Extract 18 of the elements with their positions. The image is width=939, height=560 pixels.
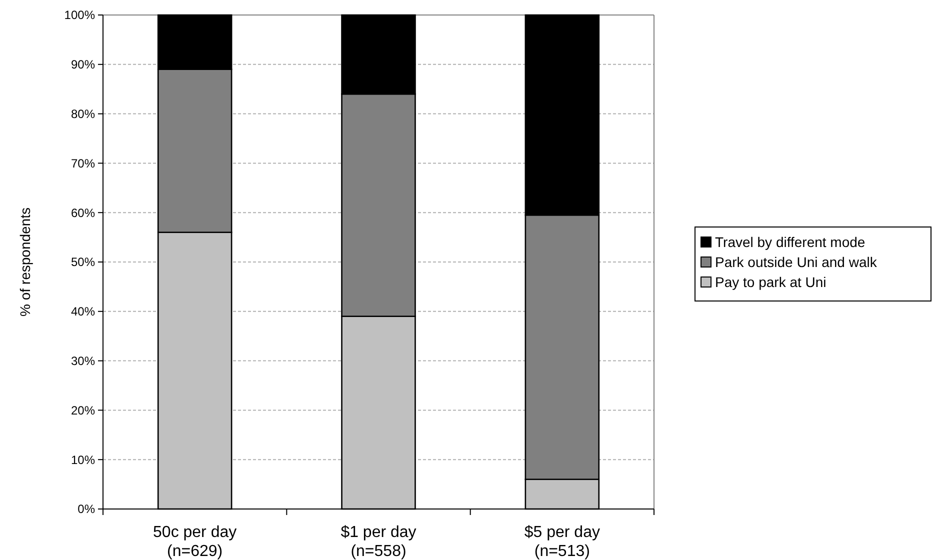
y-tick-label: 60% — [70, 206, 96, 220]
x-tick-label: $5 per day (n=513) — [524, 524, 600, 560]
y-tick-label: 30% — [70, 354, 96, 368]
y-tick-label: 0% — [78, 502, 96, 516]
y-tick-label: 100% — [64, 8, 96, 22]
legend-label: Pay to park at Uni — [715, 274, 826, 290]
legend-label: Park outside Uni and walk — [715, 254, 878, 270]
y-tick-label: 70% — [70, 156, 96, 170]
x-tick-label: $1 per day (n=558) — [340, 524, 416, 560]
y-tick-label: 10% — [70, 452, 96, 467]
y-tick-label: 40% — [70, 304, 96, 319]
x-tick-label: 50c per day (n=629) — [153, 524, 237, 560]
y-tick-label: 80% — [70, 107, 96, 121]
y-tick-label: 20% — [70, 403, 96, 418]
y-axis-title: % of respondents — [17, 208, 33, 316]
y-tick-label: 50% — [70, 255, 96, 270]
legend-label: Travel by different mode — [715, 234, 866, 250]
y-tick-label: 90% — [70, 58, 96, 72]
